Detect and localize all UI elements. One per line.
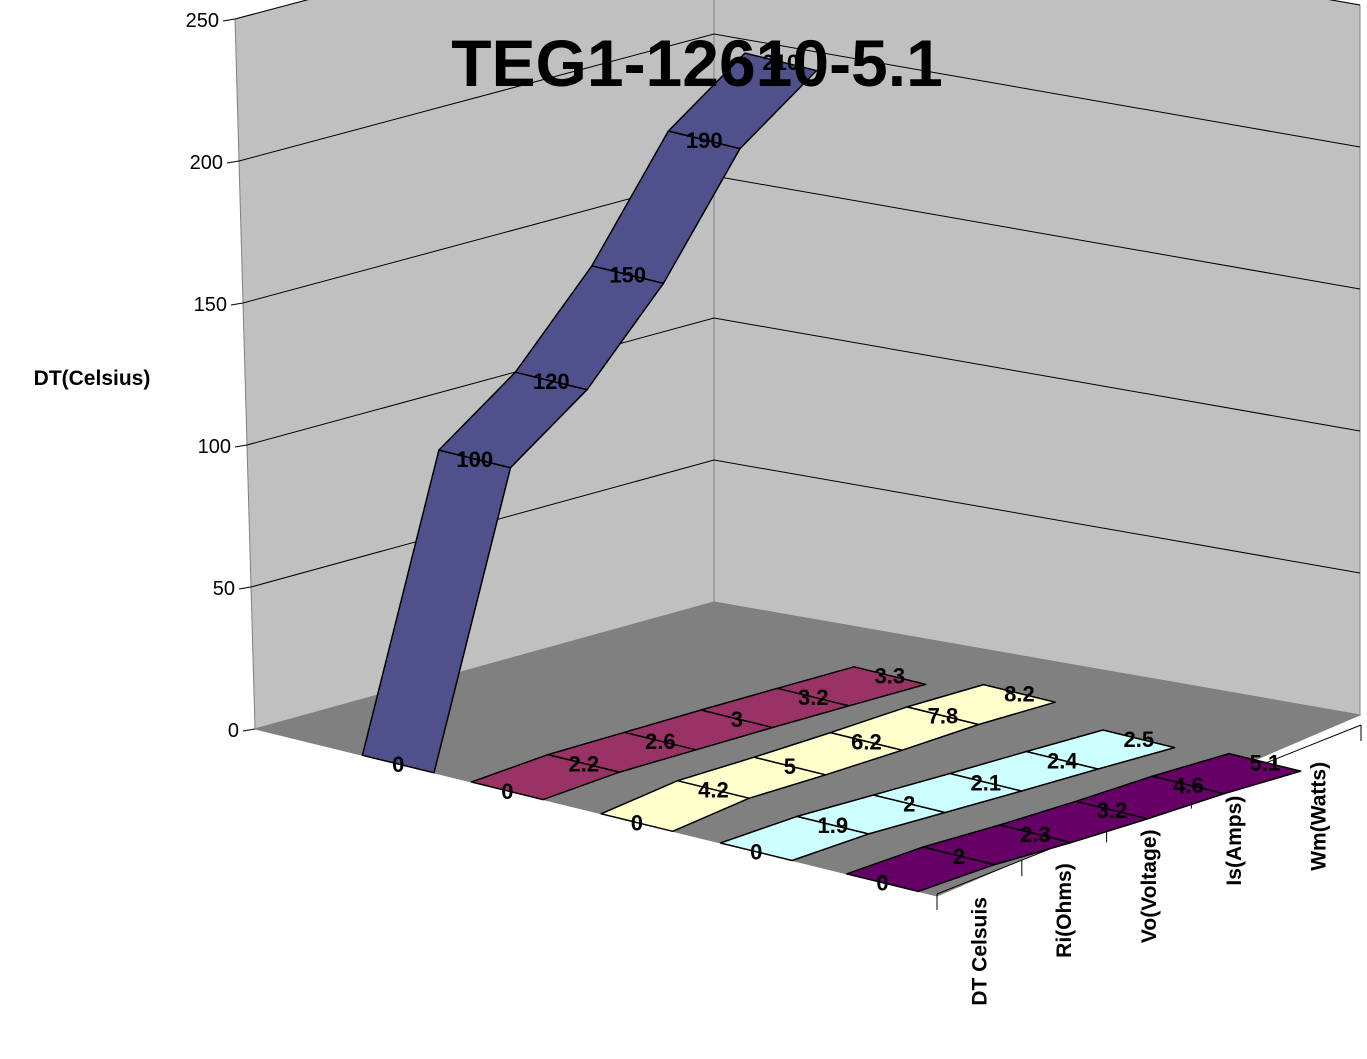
ribbon-series — [600, 683, 1056, 833]
data-label: 4.2 — [698, 777, 729, 802]
data-label: 120 — [533, 369, 570, 394]
data-label: 3.2 — [798, 685, 829, 710]
y-tick-label: 200 — [190, 152, 223, 174]
data-label: 100 — [456, 447, 493, 472]
data-label: 2.4 — [1047, 748, 1078, 773]
data-label: 2.3 — [1020, 822, 1051, 847]
depth-category-label: Ri(Ohms) — [1053, 863, 1076, 958]
depth-category-label: Vo(Voltage) — [1138, 830, 1161, 944]
data-label: 4.6 — [1173, 773, 1204, 798]
data-label: 3.3 — [875, 664, 906, 689]
data-label: 0 — [876, 871, 888, 896]
data-label: 3.2 — [1097, 798, 1128, 823]
data-label: 210 — [762, 50, 799, 75]
y-tick-mark — [226, 160, 240, 164]
y-tick-label: 150 — [194, 294, 227, 316]
back-wall-left — [234, 0, 715, 730]
data-label: 0 — [392, 752, 404, 777]
data-label: 1.9 — [817, 813, 848, 838]
data-label: 2 — [953, 844, 965, 869]
data-label: 7.8 — [928, 704, 959, 729]
data-labels: 0 2 2.3 3.2 4.6 5.1 0 1.9 2 2.1 2.4 2.5 0 4.2 5 6.2 7.8 8… — [392, 50, 1280, 896]
y-tick-label: 0 — [228, 720, 239, 742]
data-label: 190 — [686, 128, 723, 153]
ribbon-series — [845, 752, 1302, 893]
data-label: 6.2 — [851, 729, 882, 754]
data-label: 0 — [501, 779, 513, 804]
data-label: 2.6 — [645, 729, 676, 754]
ribbon-series — [719, 729, 1176, 862]
data-label: 2.2 — [569, 751, 600, 776]
y-tick-mark — [222, 18, 236, 22]
data-label: 150 — [609, 263, 646, 288]
y-tick-mark — [234, 444, 248, 448]
y-tick-mark — [238, 586, 252, 590]
depth-category-label: Is(Amps) — [1223, 796, 1246, 886]
ribbon-series — [470, 666, 927, 801]
y-tick-label: 50 — [213, 578, 235, 600]
depth-category-label: DT Celsuis — [968, 897, 991, 1006]
y-axis-title: DT(Celsius) — [34, 367, 151, 390]
data-label: 5.1 — [1250, 750, 1281, 775]
gridline — [238, 33, 1361, 162]
y-tick-mark — [242, 728, 256, 732]
data-label: 2.5 — [1123, 727, 1154, 752]
data-label: 8.2 — [1004, 681, 1035, 706]
data-label: 0 — [750, 840, 762, 865]
data-label: 2 — [903, 792, 915, 817]
data-label: 2.1 — [970, 770, 1001, 795]
depth-category-label: Wm(Watts) — [1308, 762, 1331, 871]
back-wall-right — [713, 0, 1361, 716]
y-tick-mark — [230, 302, 244, 306]
gridline — [246, 317, 1361, 446]
data-label: 0 — [631, 811, 643, 836]
ribbon-segment — [776, 666, 927, 707]
data-label: 5 — [784, 754, 796, 779]
data-label: 3 — [731, 707, 743, 732]
ribbon-segment — [667, 52, 818, 150]
ribbon-segment — [1151, 752, 1302, 795]
chart-title: TEG1-12610-5.1 — [451, 26, 943, 100]
series-ribbons — [361, 52, 1302, 893]
gridline — [250, 459, 1361, 588]
ribbon-segment — [906, 683, 1056, 726]
ribbon-segment — [1025, 729, 1176, 770]
y-tick-label: 100 — [198, 436, 231, 458]
ribbon-series — [361, 52, 818, 774]
y-tick-label: 250 — [186, 10, 219, 32]
